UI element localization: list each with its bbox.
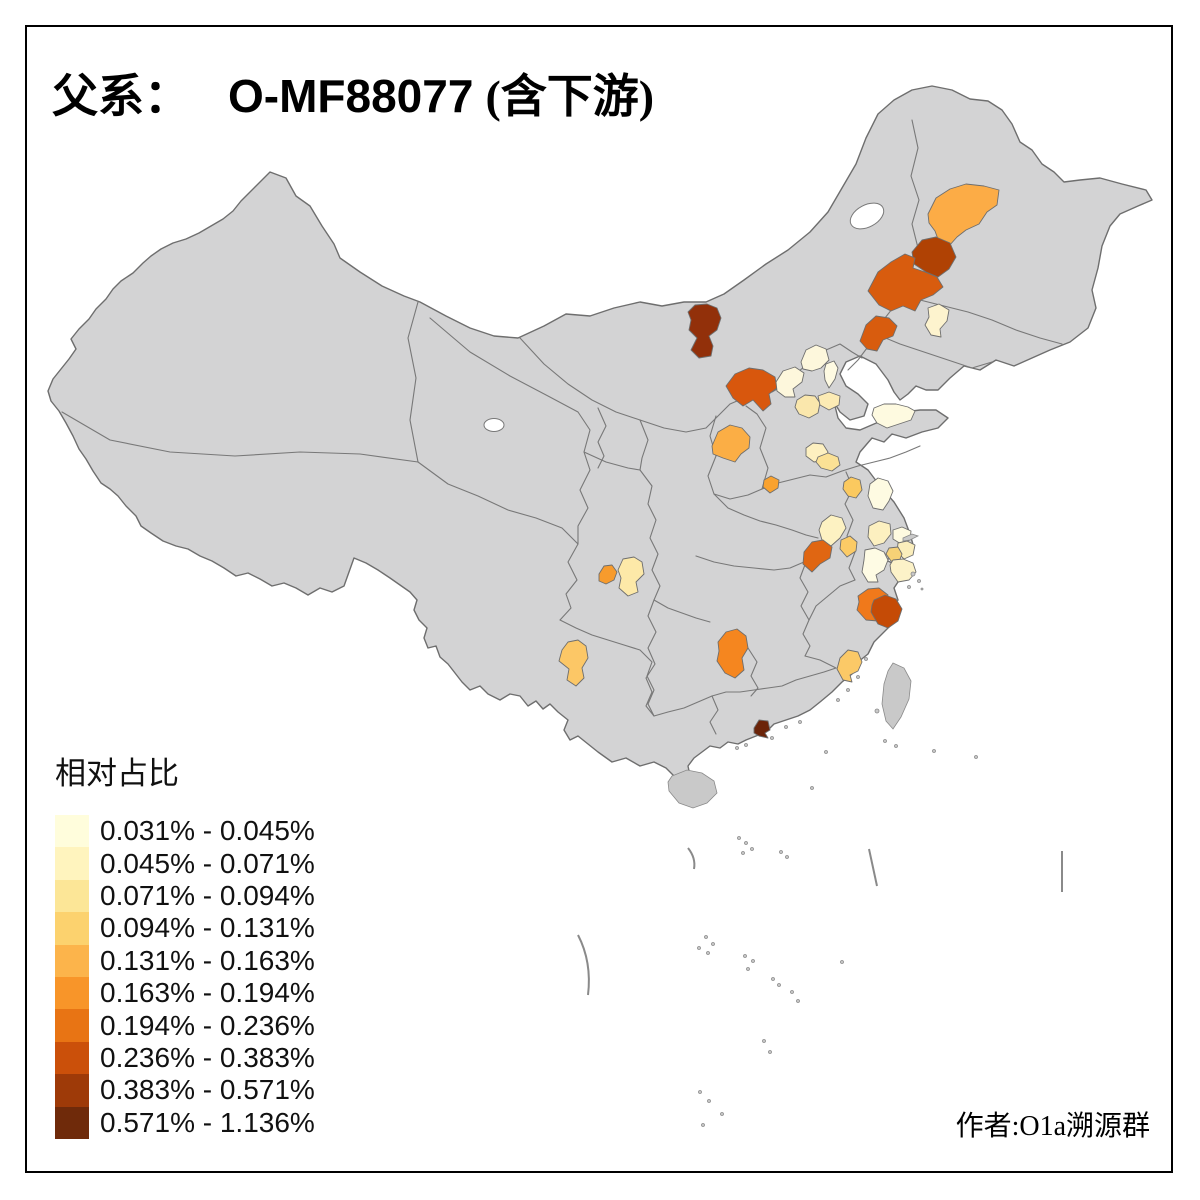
map-region: [867, 253, 944, 312]
chongming-island: [902, 533, 920, 542]
legend-item: 0.045% - 0.071%: [55, 847, 315, 880]
legend-range-label: 0.571% - 1.136%: [100, 1106, 315, 1138]
legend-item: 0.163% - 0.194%: [55, 976, 315, 1010]
islands: [577, 533, 1063, 1127]
legend-item: 0.571% - 1.136%: [55, 1106, 315, 1139]
map-region: [775, 366, 805, 398]
legend-range-label: 0.071% - 0.094%: [100, 879, 315, 911]
legend-range-label: 0.163% - 0.194%: [100, 977, 315, 1009]
choropleth-regions: [558, 183, 1000, 739]
legend-range-label: 0.031% - 0.045%: [100, 815, 315, 847]
map-region: [911, 236, 957, 278]
sea-boundary-dash: [577, 934, 590, 996]
map-region: [818, 514, 847, 547]
sea-boundary-dash: [868, 848, 878, 887]
map-region: [823, 360, 839, 389]
legend-item: 0.194% - 0.236%: [55, 1009, 315, 1042]
legend-range-label: 0.194% - 0.236%: [100, 1009, 315, 1041]
taiwan-island: [881, 662, 912, 730]
legend-swatch: [55, 1106, 89, 1139]
map-region: [711, 424, 751, 463]
page-title: 父系： O-MF88077 (含下游): [52, 60, 654, 126]
legend-swatch: [55, 1041, 89, 1075]
qinghai-lake: [483, 418, 505, 432]
legend-item: 0.131% - 0.163%: [55, 944, 315, 977]
legend-swatch: [55, 847, 89, 880]
legend-swatch: [55, 815, 89, 848]
map-region: [924, 303, 950, 338]
map-region: [817, 391, 841, 411]
map-region: [800, 344, 830, 372]
legend-range-label: 0.094% - 0.131%: [100, 912, 315, 944]
map-region: [725, 367, 778, 412]
legend: 相对占比 0.031% - 0.045% 0.045% - 0.071% 0.071…: [55, 748, 315, 1139]
legend-swatch: [55, 976, 89, 1010]
title-suffix: (含下游): [485, 71, 655, 122]
sea-boundary-dash: [687, 847, 696, 870]
map-region: [871, 403, 916, 429]
legend-item: 0.383% - 0.571%: [55, 1074, 315, 1107]
map-region: [842, 476, 863, 499]
legend-swatch: [55, 944, 89, 977]
legend-swatch: [55, 879, 89, 913]
hulun-lake: [849, 202, 885, 230]
legend-item: 0.071% - 0.094%: [55, 879, 315, 913]
title-prefix: 父系：: [52, 71, 190, 122]
map-region: [815, 452, 841, 472]
map-region: [836, 649, 863, 683]
map-region: [617, 556, 645, 597]
map-region: [762, 475, 780, 494]
legend-swatch: [55, 1009, 89, 1042]
map-region: [558, 639, 589, 687]
legend-item: 0.236% - 0.383%: [55, 1041, 315, 1075]
legend-range-label: 0.131% - 0.163%: [100, 944, 315, 976]
legend-swatch: [55, 1074, 89, 1107]
legend-title: 相对占比: [55, 756, 179, 791]
map-region: [716, 628, 749, 679]
map-region: [598, 564, 618, 585]
map-region: [839, 535, 858, 558]
legend-range-label: 0.236% - 0.383%: [100, 1041, 315, 1073]
legend-range-label: 0.045% - 0.071%: [100, 847, 315, 879]
map-region: [859, 315, 898, 352]
map-region: [870, 594, 903, 629]
map-region: [802, 539, 833, 573]
map-region: [794, 394, 821, 419]
map-region: [927, 183, 1000, 247]
legend-range-label: 0.383% - 0.571%: [100, 1074, 315, 1106]
legend-item: 0.094% - 0.131%: [55, 912, 315, 945]
map-region: [753, 719, 771, 739]
map-region: [867, 520, 892, 547]
legend-swatch: [55, 912, 89, 945]
legend-rows: 0.031% - 0.045% 0.045% - 0.071% 0.071% - 0…: [55, 815, 315, 1139]
author-credit: 作者:O1a溯源群: [955, 1111, 1150, 1142]
map-region: [687, 303, 722, 359]
hainan-island: [667, 769, 718, 809]
legend-item: 0.031% - 0.045%: [55, 815, 315, 848]
map-region: [867, 477, 894, 511]
map-region: [889, 558, 917, 583]
title-haplogroup-code: O-MF88077: [228, 70, 474, 122]
map-region: [861, 547, 889, 583]
